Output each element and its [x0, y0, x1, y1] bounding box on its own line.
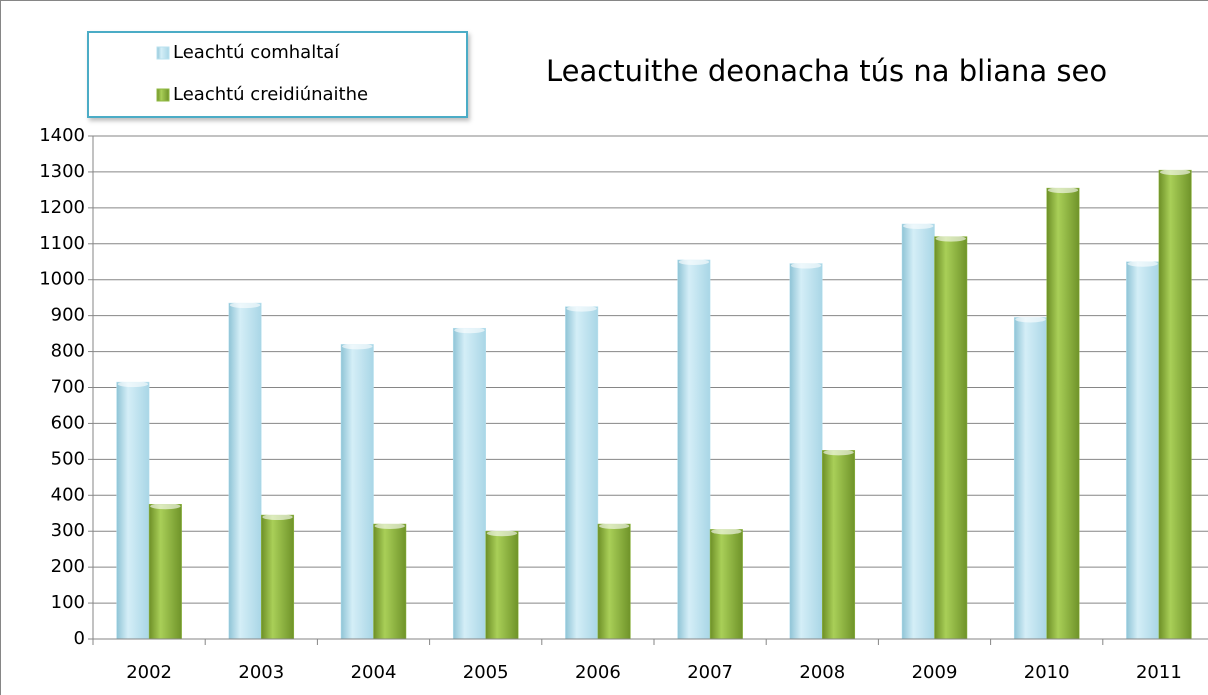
- bar-cap: [935, 235, 966, 242]
- y-tick-label: 1200: [39, 197, 85, 218]
- legend-label: Leachtú comhaltaí: [173, 42, 340, 63]
- x-tick-label: 2011: [1136, 662, 1182, 683]
- legend-label: Leachtú creidiúnaithe: [173, 84, 368, 105]
- y-tick-label: 1400: [39, 125, 85, 146]
- bar: [1126, 261, 1160, 640]
- bar: [934, 236, 968, 640]
- x-tick-label: 2009: [912, 662, 958, 683]
- y-tick-label: 800: [51, 341, 85, 362]
- bar-cap: [262, 514, 293, 521]
- bar: [1013, 317, 1047, 640]
- y-tick-label: 1000: [39, 269, 85, 290]
- bar: [452, 327, 486, 640]
- bar-cap: [566, 305, 597, 312]
- bar-cap: [229, 302, 261, 309]
- bar-cap: [454, 327, 485, 334]
- bar-cap: [678, 258, 710, 265]
- bar-cap: [903, 223, 934, 230]
- x-tick-label: 2004: [351, 662, 397, 683]
- bar: [148, 504, 182, 640]
- bar-cap: [1159, 169, 1191, 176]
- x-tick-label: 2006: [575, 662, 621, 683]
- bar: [789, 263, 823, 640]
- bar: [1046, 187, 1080, 640]
- bar: [565, 306, 599, 640]
- bar: [116, 381, 150, 640]
- bar-cap: [823, 449, 854, 456]
- bar: [677, 259, 711, 640]
- y-tick-label: 0: [74, 628, 85, 649]
- bar: [709, 529, 743, 640]
- y-tick-label: 900: [51, 305, 85, 326]
- x-tick-label: 2005: [463, 662, 509, 683]
- legend-swatch: [156, 46, 170, 60]
- y-tick-label: 100: [51, 592, 85, 613]
- x-tick-label: 2003: [238, 662, 284, 683]
- bar: [485, 530, 519, 640]
- bar-cap: [486, 530, 518, 537]
- bar: [901, 223, 935, 640]
- y-tick-label: 1100: [39, 233, 85, 254]
- bar: [597, 523, 631, 640]
- bar-cap: [150, 503, 181, 510]
- bar-cap: [1127, 260, 1158, 267]
- y-tick-label: 200: [51, 556, 85, 577]
- bar: [340, 344, 374, 640]
- y-tick-label: 400: [51, 484, 85, 505]
- bar-cap: [790, 262, 822, 269]
- y-tick-label: 600: [51, 412, 85, 433]
- bar-cap: [1015, 316, 1046, 323]
- bar-cap: [342, 343, 373, 350]
- bar: [261, 514, 295, 640]
- bar-cap: [598, 523, 630, 530]
- legend-swatch: [156, 88, 170, 102]
- legend-box: [87, 31, 468, 118]
- bar: [228, 302, 262, 640]
- y-tick-label: 1300: [39, 161, 85, 182]
- chart-title: Leactuithe deonacha tús na bliana seo: [546, 54, 1107, 88]
- bar-cap: [1047, 187, 1079, 194]
- bar-cap: [374, 523, 405, 530]
- x-tick-label: 2008: [799, 662, 845, 683]
- y-tick-label: 500: [51, 448, 85, 469]
- x-tick-label: 2002: [126, 662, 172, 683]
- y-tick-label: 300: [51, 520, 85, 541]
- bar: [1158, 169, 1192, 640]
- bar-cap: [117, 381, 149, 388]
- bar: [822, 450, 856, 640]
- bar-cap: [711, 528, 742, 535]
- x-tick-label: 2010: [1024, 662, 1070, 683]
- y-tick-label: 700: [51, 377, 85, 398]
- x-tick-label: 2007: [687, 662, 733, 683]
- bar: [373, 523, 407, 640]
